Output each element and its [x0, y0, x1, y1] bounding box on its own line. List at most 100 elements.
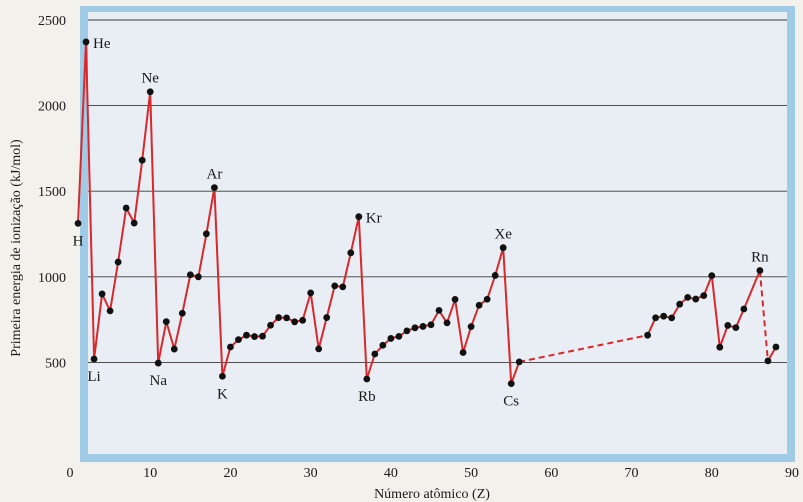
data-point-z24 [259, 332, 266, 340]
y-tick-1000: 1000 [38, 271, 66, 286]
data-point-z8 [130, 219, 138, 227]
data-point-z45 [427, 321, 435, 329]
data-point-z52 [483, 295, 491, 303]
data-point-z3 [90, 355, 98, 363]
x-tick-60: 60 [544, 466, 558, 481]
data-point-z37 [363, 375, 371, 383]
element-labels: H He Li Ne Na Ar K Kr Rb Xe Cs Rn [73, 36, 770, 410]
data-point-z73 [652, 314, 660, 322]
series-line-3 [758, 270, 769, 361]
data-point-z40 [387, 335, 395, 342]
data-point-z83 [732, 324, 740, 332]
data-point-z7 [122, 204, 130, 212]
y-tick-2000: 2000 [38, 100, 66, 115]
data-point-z72 [644, 331, 651, 339]
element-label-rn: Rn [751, 249, 769, 265]
data-point-z74 [660, 312, 668, 320]
element-label-xe: Xe [494, 227, 512, 243]
x-tick-70: 70 [625, 466, 639, 481]
data-point-z25 [267, 321, 274, 329]
x-axis-label: Número atômico (Z) [374, 487, 490, 502]
data-point-z75 [668, 314, 676, 322]
data-point-z21 [235, 336, 242, 344]
data-point-z12 [162, 318, 170, 326]
element-label-ne: Ne [141, 71, 159, 87]
x-tick-labels: 0 10 20 30 40 50 60 70 80 90 [67, 466, 800, 481]
data-point-z82 [724, 322, 732, 329]
data-point-z31 [315, 345, 323, 353]
panel-background [88, 12, 787, 454]
data-point-z14 [178, 309, 186, 317]
x-tick-0: 0 [67, 466, 74, 481]
x-tick-30: 30 [304, 466, 318, 481]
data-point-z19 [219, 372, 226, 380]
series-line-1 [518, 334, 648, 363]
element-label-he: He [93, 36, 111, 52]
y-axis-label: Primeira energia de ionização (kJ/mol) [9, 139, 24, 357]
element-label-na: Na [149, 373, 167, 389]
element-label-kr: Kr [366, 211, 382, 227]
data-point-z48 [451, 295, 459, 303]
data-point-z76 [676, 300, 684, 308]
data-point-z2 [82, 38, 90, 46]
x-tick-20: 20 [223, 466, 237, 481]
data-point-z13 [170, 345, 178, 353]
data-point-z34 [339, 283, 347, 291]
data-point-z41 [395, 332, 403, 340]
data-point-z9 [138, 156, 146, 164]
data-point-z55 [507, 380, 515, 388]
data-point-z11 [154, 359, 162, 367]
data-point-z51 [475, 301, 483, 309]
element-label-ar: Ar [206, 167, 222, 183]
element-label-k: K [217, 386, 228, 402]
data-point-z49 [459, 349, 467, 356]
data-point-z53 [491, 272, 499, 279]
data-point-z32 [323, 314, 331, 321]
data-point-z1 [74, 219, 82, 227]
x-tick-40: 40 [384, 466, 398, 481]
data-point-z87 [764, 357, 772, 365]
element-label-h: H [73, 233, 84, 249]
data-point-z81 [716, 343, 724, 351]
y-tick-1500: 1500 [38, 185, 66, 200]
data-point-z16 [194, 273, 202, 281]
data-point-z36 [355, 213, 363, 221]
data-point-z38 [371, 350, 379, 358]
data-point-z30 [307, 289, 315, 297]
data-point-z42 [403, 327, 411, 335]
data-point-z15 [186, 271, 194, 279]
element-label-rb: Rb [358, 389, 376, 405]
data-point-z80 [708, 272, 716, 280]
x-tick-10: 10 [143, 466, 157, 481]
data-point-z26 [275, 314, 282, 321]
x-tick-90: 90 [785, 466, 799, 481]
data-point-z6 [114, 258, 122, 266]
data-point-z47 [443, 319, 451, 327]
y-tick-2500: 2500 [38, 14, 66, 29]
data-point-z84 [740, 305, 748, 313]
data-point-z23 [251, 333, 258, 340]
x-tick-80: 80 [705, 466, 719, 481]
data-point-z79 [700, 292, 708, 300]
data-point-z39 [379, 341, 387, 349]
data-point-z86 [756, 267, 764, 274]
data-point-z77 [684, 293, 692, 301]
data-point-z88 [772, 343, 780, 351]
element-label-cs: Cs [503, 394, 519, 410]
data-point-z27 [283, 314, 290, 322]
data-point-z29 [299, 316, 307, 324]
data-point-z20 [227, 343, 234, 351]
y-tick-500: 500 [45, 356, 66, 371]
data-point-z4 [98, 290, 106, 298]
data-point-z18 [211, 184, 218, 192]
data-point-z54 [499, 244, 507, 252]
data-point-z28 [291, 318, 299, 326]
element-label-li: Li [87, 369, 100, 385]
data-point-z5 [106, 307, 114, 315]
grid-lines [88, 19, 787, 363]
data-point-z44 [419, 323, 427, 330]
data-point-z56 [515, 358, 523, 366]
data-point-z43 [411, 324, 419, 332]
x-tick-50: 50 [464, 466, 478, 481]
